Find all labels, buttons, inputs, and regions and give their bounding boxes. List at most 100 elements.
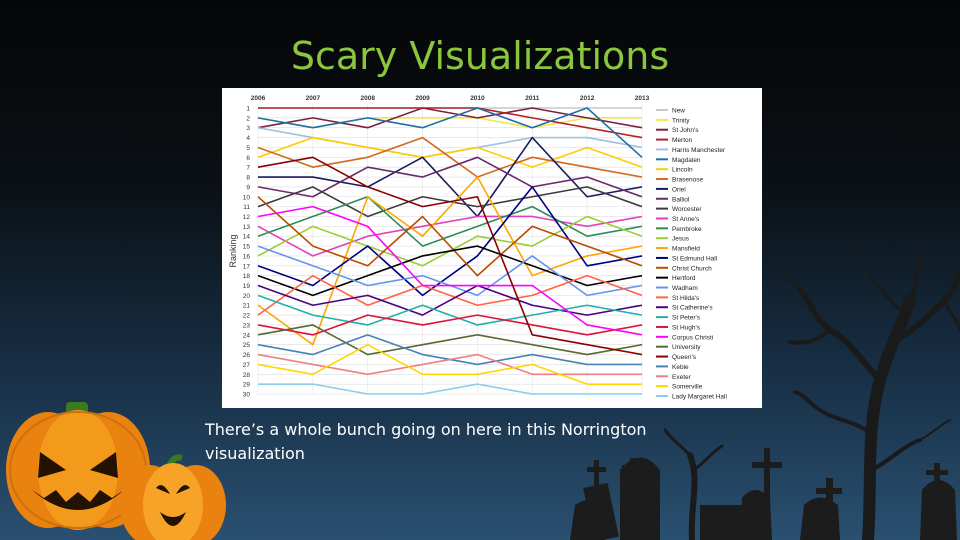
- series-line: [257, 245, 643, 297]
- series-line: [257, 195, 643, 247]
- series-line: [258, 107, 643, 139]
- y-tick-label: 6: [246, 155, 250, 162]
- legend-label: Christ Church: [672, 265, 712, 272]
- series-line: [257, 176, 643, 346]
- legend-label: Pembroke: [672, 226, 702, 233]
- y-tick-label: 19: [243, 283, 251, 290]
- x-tick-label: 2008: [360, 95, 375, 102]
- legend-label: St Anne's: [672, 216, 700, 223]
- y-tick-label: 14: [243, 234, 251, 241]
- legend-label: St John's: [672, 127, 699, 134]
- x-tick-label: 2011: [525, 95, 539, 102]
- y-tick-label: 27: [243, 362, 251, 369]
- y-tick-label: 21: [243, 303, 251, 310]
- y-tick-label: 11: [243, 204, 250, 211]
- y-tick-label: 7: [246, 165, 250, 172]
- pumpkin-large-icon: [6, 402, 150, 530]
- series-line: [257, 156, 643, 356]
- series-line: [257, 107, 643, 158]
- y-tick-label: 25: [243, 342, 251, 349]
- legend-label: Mansfield: [672, 246, 700, 253]
- series-line: [257, 215, 643, 267]
- legend-label: St Hilda's: [672, 295, 700, 302]
- series-line: [258, 383, 642, 395]
- line-chart: 1234567891011121314151617181920212223242…: [228, 95, 727, 401]
- y-tick-label: 29: [243, 382, 251, 389]
- legend-label: Lincoln: [672, 167, 693, 174]
- y-tick-label: 2: [246, 115, 250, 122]
- legend-label: Somerville: [672, 384, 703, 391]
- legend-label: Balliol: [672, 196, 690, 203]
- y-tick-label: 9: [246, 184, 250, 191]
- legend-label: St Catherine's: [672, 305, 713, 312]
- x-tick-label: 2009: [415, 95, 430, 102]
- bare-tree-icon: [769, 239, 960, 540]
- series-line: [257, 215, 643, 257]
- legend-label: Worcester: [672, 206, 702, 213]
- y-tick-label: 22: [243, 313, 251, 320]
- y-tick-label: 18: [243, 273, 251, 280]
- series-line: [257, 205, 643, 336]
- x-tick-label: 2010: [470, 95, 485, 102]
- legend-label: St Peter's: [672, 315, 701, 322]
- series-line: [257, 107, 643, 129]
- legend-label: Merton: [672, 137, 693, 144]
- legend-label: Queen's: [672, 354, 697, 361]
- legend-label: Jesus: [672, 236, 690, 243]
- legend-label: University: [672, 344, 701, 351]
- legend-label: Harris Manchester: [672, 147, 726, 154]
- slide-title: Scary Visualizations: [290, 34, 670, 78]
- legend-label: Wadham: [672, 285, 698, 292]
- series-line: [258, 136, 643, 218]
- y-tick-label: 26: [243, 352, 251, 359]
- legend-label: Oriel: [672, 186, 686, 193]
- series-line: [257, 196, 643, 277]
- legend-label: Keble: [672, 364, 689, 371]
- y-tick-label: 13: [243, 224, 251, 231]
- y-tick-label: 16: [243, 253, 251, 260]
- legend-label: New: [672, 108, 685, 115]
- legend-label: Magdalen: [672, 157, 701, 164]
- series-line: [257, 245, 643, 297]
- y-tick-label: 24: [243, 332, 251, 339]
- legend-label: Corpus Christi: [672, 334, 713, 341]
- legend-label: Hertford: [672, 275, 696, 282]
- series-line: [257, 136, 643, 168]
- y-tick-label: 5: [246, 145, 250, 152]
- legend-label: Lady Margaret Hall: [672, 394, 727, 401]
- norrington-chart: 1 2 3 4 5 6 7 8 9 10 11 12 13 14 15 16 17 18 19 20 21 22 23 24 2…: [222, 88, 762, 408]
- y-tick-label: 23: [243, 322, 251, 329]
- series-line: [257, 136, 643, 178]
- series-line: [257, 284, 643, 316]
- series-line: [257, 294, 643, 326]
- small-tree-icon: [663, 428, 724, 540]
- legend-label: Trinity: [672, 117, 690, 124]
- x-tick-label: 2006: [251, 95, 266, 102]
- pumpkin-small-icon: [120, 454, 226, 540]
- y-tick-label: 28: [243, 372, 251, 379]
- series-line: [257, 324, 643, 356]
- y-tick-label: 8: [246, 175, 250, 182]
- slide-caption: There’s a whole bunch going on here in t…: [205, 420, 647, 463]
- legend-label: St Edmund Hall: [672, 255, 718, 262]
- legend-label: St Hugh's: [672, 324, 701, 331]
- y-tick-label: 10: [243, 194, 251, 201]
- y-tick-label: 17: [243, 263, 251, 270]
- series-line: [257, 274, 643, 316]
- y-axis-label: Ranking: [228, 234, 238, 267]
- y-tick-label: 3: [246, 125, 250, 132]
- x-tick-label: 2012: [580, 95, 595, 102]
- y-tick-label: 20: [243, 293, 251, 300]
- legend-label: Exeter: [672, 374, 692, 381]
- series-line: [257, 343, 642, 385]
- y-tick-label: 30: [243, 392, 251, 399]
- y-tick-label: 1: [246, 106, 250, 113]
- x-tick-label: 2013: [635, 95, 650, 102]
- series-line: [257, 186, 643, 297]
- y-tick-label: 15: [243, 244, 251, 251]
- series-line: [257, 353, 642, 376]
- y-tick-label: 4: [246, 135, 250, 142]
- gravestone-icon: [570, 448, 957, 540]
- y-tick-label: 12: [243, 214, 251, 221]
